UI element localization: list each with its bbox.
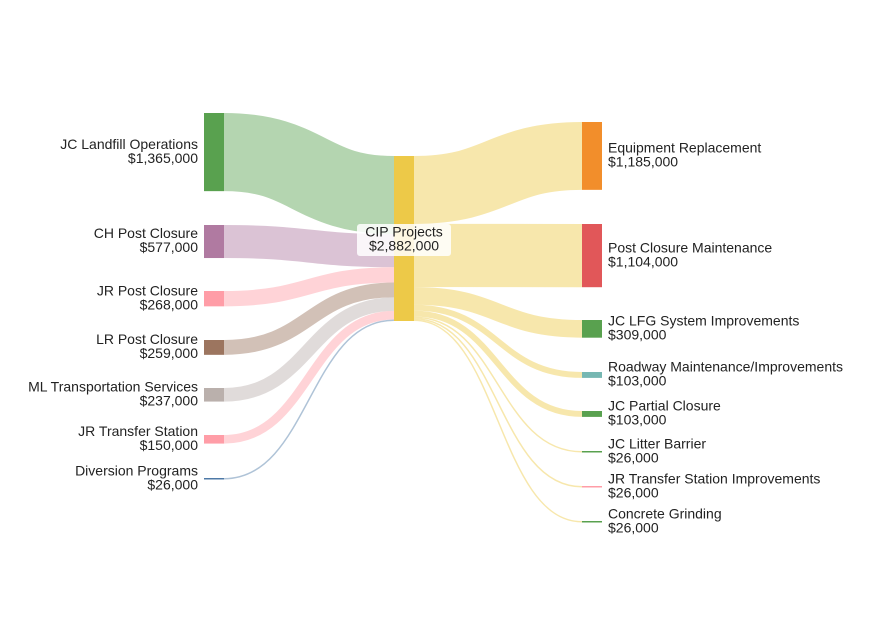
node-value: $1,104,000 xyxy=(608,253,678,269)
node-value: $1,185,000 xyxy=(608,154,678,170)
source-node xyxy=(204,225,224,259)
center-label-bg xyxy=(357,224,451,256)
flow-link xyxy=(223,267,395,307)
node-value: $26,000 xyxy=(608,519,659,535)
node-value: $26,000 xyxy=(608,484,659,500)
node-value: $26,000 xyxy=(147,476,198,492)
source-node xyxy=(204,340,224,355)
center-value: $2,882,000 xyxy=(369,238,439,254)
node-label: JR Transfer Station xyxy=(78,423,198,439)
target-node xyxy=(582,224,602,288)
target-node xyxy=(582,122,602,190)
flow-link xyxy=(413,316,583,453)
source-node xyxy=(204,113,224,192)
target-node xyxy=(582,486,602,488)
node-value: $237,000 xyxy=(140,392,199,408)
flow-link xyxy=(223,297,395,402)
flow-link xyxy=(413,287,583,338)
node-label: LR Post Closure xyxy=(96,331,198,347)
source-node xyxy=(204,435,224,444)
flow-link xyxy=(413,319,583,523)
node-label: ML Transportation Services xyxy=(28,378,198,394)
center-label: CIP Projects xyxy=(365,224,443,240)
node-value: $103,000 xyxy=(608,373,667,389)
node-label: JC Litter Barrier xyxy=(608,435,706,451)
flow-link xyxy=(413,318,583,488)
node-label: Equipment Replacement xyxy=(608,140,761,156)
node-label: JC Landfill Operations xyxy=(60,136,198,152)
flow-link xyxy=(413,304,583,378)
node-label: CH Post Closure xyxy=(94,225,198,241)
node-value: $268,000 xyxy=(140,296,199,312)
node-label: JC Partial Closure xyxy=(608,398,721,414)
node-label: JR Transfer Station Improvements xyxy=(608,470,820,486)
target-node xyxy=(582,320,602,338)
target-node xyxy=(582,372,602,378)
flow-link xyxy=(413,310,583,417)
node-label: Roadway Maintenance/Improvements xyxy=(608,359,843,375)
node-label: Concrete Grinding xyxy=(608,505,722,521)
target-node xyxy=(582,411,602,417)
node-value: $150,000 xyxy=(140,437,199,453)
source-node xyxy=(204,478,224,480)
node-label: Diversion Programs xyxy=(75,462,198,478)
node-value: $1,365,000 xyxy=(128,150,198,166)
node-value: $577,000 xyxy=(140,239,199,255)
node-label: JR Post Closure xyxy=(97,282,198,298)
flow-link xyxy=(222,112,396,235)
target-node xyxy=(582,521,602,523)
node-value: $259,000 xyxy=(140,345,199,361)
node-value: $103,000 xyxy=(608,412,667,428)
source-node xyxy=(204,388,224,402)
node-value: $26,000 xyxy=(608,449,659,465)
flow-link xyxy=(223,310,395,444)
source-node xyxy=(204,291,224,307)
flow-link xyxy=(223,319,395,480)
node-label: Post Closure Maintenance xyxy=(608,239,772,255)
flow-link xyxy=(223,282,395,355)
flow-link xyxy=(413,122,583,224)
node-value: $309,000 xyxy=(608,327,667,343)
target-node xyxy=(582,451,602,453)
node-label: JC LFG System Improvements xyxy=(608,313,799,329)
